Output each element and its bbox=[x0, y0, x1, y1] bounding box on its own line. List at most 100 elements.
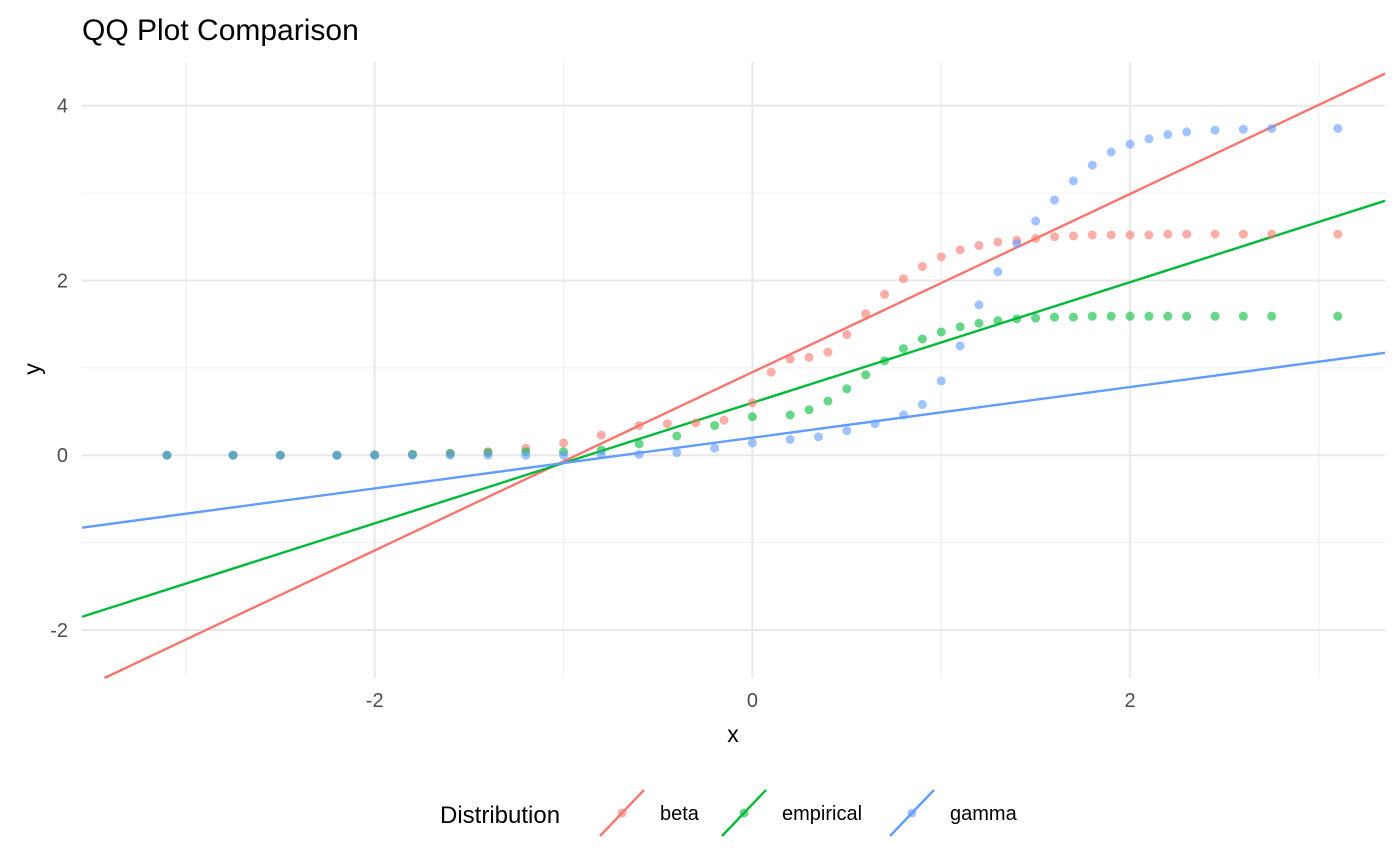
point-gamma bbox=[162, 450, 172, 460]
point-gamma bbox=[1333, 123, 1343, 133]
legend-label-gamma: gamma bbox=[950, 803, 1018, 825]
point-gamma bbox=[1182, 127, 1192, 137]
y-tick-labels: -2 0 2 4 bbox=[50, 96, 68, 642]
point-empirical bbox=[1050, 312, 1060, 322]
point-beta bbox=[1267, 229, 1277, 239]
point-empirical bbox=[955, 322, 965, 332]
point-beta bbox=[842, 330, 852, 340]
y-axis-title: y bbox=[19, 363, 45, 375]
point-gamma bbox=[1012, 239, 1022, 249]
point-gamma bbox=[993, 267, 1003, 277]
point-beta bbox=[1333, 229, 1343, 239]
point-empirical bbox=[917, 334, 927, 344]
point-beta bbox=[1144, 230, 1154, 240]
point-beta bbox=[1106, 230, 1116, 240]
legend: Distribution beta empirical gamma bbox=[440, 789, 1018, 837]
point-gamma bbox=[870, 419, 880, 429]
point-gamma bbox=[785, 434, 795, 444]
point-empirical bbox=[1210, 311, 1220, 321]
point-beta bbox=[1050, 232, 1060, 242]
y-tick-label: 0 bbox=[57, 445, 68, 467]
point-gamma bbox=[1068, 176, 1078, 186]
point-beta bbox=[974, 240, 984, 250]
point-beta bbox=[1238, 229, 1248, 239]
point-empirical bbox=[974, 318, 984, 328]
x-tick-label: -2 bbox=[366, 690, 384, 712]
point-empirical bbox=[861, 370, 871, 380]
point-gamma bbox=[842, 426, 852, 436]
reference-lines bbox=[81, 72, 1386, 680]
point-beta bbox=[823, 347, 833, 357]
legend-item-beta: beta bbox=[599, 789, 700, 837]
point-beta bbox=[719, 415, 729, 425]
point-beta bbox=[955, 245, 965, 255]
qq-points bbox=[162, 123, 1343, 460]
point-beta bbox=[861, 309, 871, 319]
point-gamma bbox=[596, 450, 606, 460]
legend-item-gamma: gamma bbox=[889, 789, 1018, 837]
point-gamma bbox=[634, 449, 644, 459]
point-empirical bbox=[1106, 311, 1116, 321]
legend-label-beta: beta bbox=[660, 803, 700, 825]
point-empirical bbox=[1182, 311, 1192, 321]
point-beta bbox=[917, 261, 927, 271]
point-empirical bbox=[936, 327, 946, 337]
point-beta bbox=[785, 354, 795, 364]
x-tick-label: 2 bbox=[1125, 690, 1136, 712]
point-gamma bbox=[974, 300, 984, 310]
legend-title: Distribution bbox=[440, 802, 560, 829]
point-gamma bbox=[672, 448, 682, 458]
point-gamma bbox=[1238, 124, 1248, 134]
point-gamma bbox=[1144, 134, 1154, 144]
point-empirical bbox=[1163, 311, 1173, 321]
point-gamma bbox=[955, 341, 965, 351]
point-gamma bbox=[1087, 160, 1097, 170]
point-beta bbox=[1031, 233, 1041, 243]
point-empirical bbox=[1333, 311, 1343, 321]
legend-label-empirical: empirical bbox=[782, 803, 862, 825]
point-beta bbox=[898, 274, 908, 284]
point-empirical bbox=[1068, 312, 1078, 322]
series-gamma bbox=[162, 123, 1343, 460]
point-empirical bbox=[1031, 313, 1041, 323]
point-gamma bbox=[1050, 195, 1060, 205]
point-empirical bbox=[634, 439, 644, 449]
point-gamma bbox=[710, 443, 720, 453]
point-empirical bbox=[842, 384, 852, 394]
legend-key-point-empirical bbox=[739, 808, 749, 818]
point-gamma bbox=[370, 450, 380, 460]
legend-key-point-beta bbox=[617, 808, 627, 818]
point-gamma bbox=[275, 450, 285, 460]
point-beta bbox=[1068, 231, 1078, 241]
point-gamma bbox=[445, 450, 455, 460]
point-beta bbox=[747, 398, 757, 408]
point-beta bbox=[1125, 230, 1135, 240]
point-gamma bbox=[332, 450, 342, 460]
point-gamma bbox=[1125, 139, 1135, 149]
point-beta bbox=[1163, 229, 1173, 239]
point-gamma bbox=[747, 438, 757, 448]
point-gamma bbox=[936, 376, 946, 386]
point-beta bbox=[596, 430, 606, 440]
point-beta bbox=[993, 237, 1003, 247]
point-empirical bbox=[1144, 311, 1154, 321]
point-gamma bbox=[521, 450, 531, 460]
legend-key-point-gamma bbox=[907, 808, 917, 818]
point-beta bbox=[936, 252, 946, 262]
point-beta bbox=[1210, 229, 1220, 239]
point-empirical bbox=[1267, 311, 1277, 321]
reference-line-gamma bbox=[81, 351, 1386, 529]
point-gamma bbox=[1267, 123, 1277, 133]
point-beta bbox=[804, 352, 814, 362]
point-empirical bbox=[804, 405, 814, 415]
point-empirical bbox=[1125, 311, 1135, 321]
point-beta bbox=[691, 418, 701, 428]
point-empirical bbox=[823, 396, 833, 406]
point-beta bbox=[559, 438, 569, 448]
point-empirical bbox=[993, 316, 1003, 326]
point-gamma bbox=[483, 450, 493, 460]
point-beta bbox=[662, 419, 672, 429]
legend-item-empirical: empirical bbox=[721, 789, 862, 837]
point-empirical bbox=[785, 410, 795, 420]
